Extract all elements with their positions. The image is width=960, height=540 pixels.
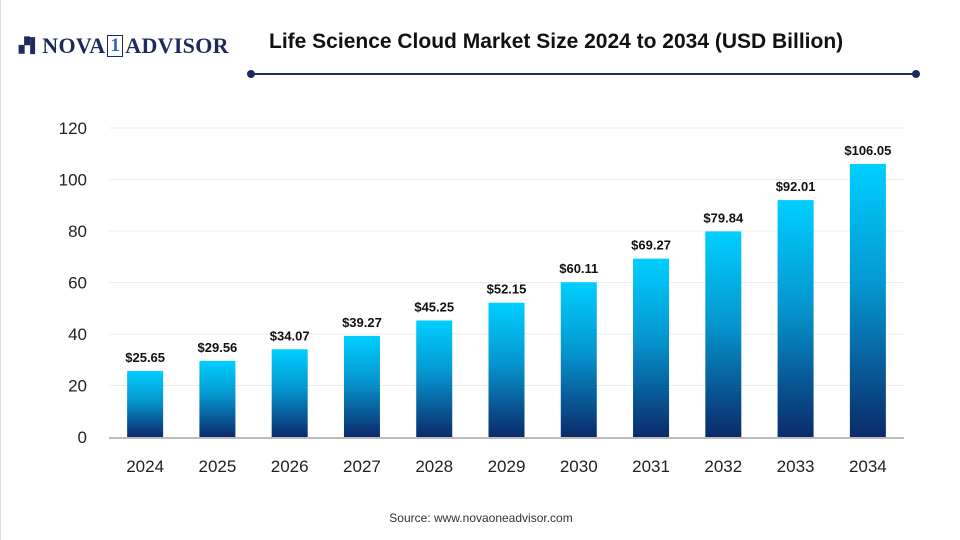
x-tick-label: 2024	[126, 457, 164, 476]
x-tick-label: 2028	[415, 457, 453, 476]
data-label: $106.05	[844, 143, 891, 158]
x-tick-label: 2034	[849, 457, 887, 476]
x-tick-label: 2026	[271, 457, 309, 476]
bar-chart-logo-icon: ▞▌	[19, 38, 41, 54]
y-tick-label: 80	[68, 222, 87, 241]
x-tick-label: 2030	[560, 457, 598, 476]
bar-2032	[705, 231, 742, 437]
x-tick-label: 2033	[777, 457, 815, 476]
bar-2028	[416, 320, 453, 437]
data-label: $25.65	[125, 350, 165, 365]
x-tick-label: 2027	[343, 457, 381, 476]
y-tick-label: 100	[59, 171, 87, 190]
x-tick-label: 2025	[198, 457, 236, 476]
y-tick-label: 60	[68, 274, 87, 293]
bar-2027	[343, 335, 380, 437]
data-label: $29.56	[198, 340, 238, 355]
data-label: $52.15	[487, 282, 527, 297]
logo: ▞▌ NOVA 1 ADVISOR	[19, 33, 229, 58]
x-tick-label: 2029	[488, 457, 526, 476]
y-tick-label: 0	[78, 428, 87, 447]
bar-2031	[633, 258, 670, 437]
title-divider	[247, 70, 920, 78]
data-label: $92.01	[776, 179, 816, 194]
bar-2026	[271, 349, 308, 437]
data-label: $79.84	[703, 210, 744, 225]
bar-2029	[488, 302, 525, 437]
bar-2033	[777, 200, 814, 437]
data-label: $69.27	[631, 238, 671, 253]
bar-2034	[849, 163, 886, 437]
source-note: Source: www.novaoneadvisor.com	[389, 511, 573, 525]
x-tick-label: 2032	[704, 457, 742, 476]
bar-2025	[199, 360, 236, 437]
data-label: $39.27	[342, 315, 382, 330]
data-label: $45.25	[414, 299, 454, 314]
y-tick-label: 40	[68, 325, 87, 344]
bar-2024	[127, 370, 164, 437]
y-tick-label: 120	[59, 119, 87, 138]
data-label: $60.11	[559, 261, 598, 276]
bar-2030	[560, 282, 597, 437]
data-label: $34.07	[270, 328, 310, 343]
y-tick-label: 20	[68, 377, 87, 396]
chart-title: Life Science Cloud Market Size 2024 to 2…	[269, 30, 844, 53]
x-tick-label: 2031	[632, 457, 670, 476]
